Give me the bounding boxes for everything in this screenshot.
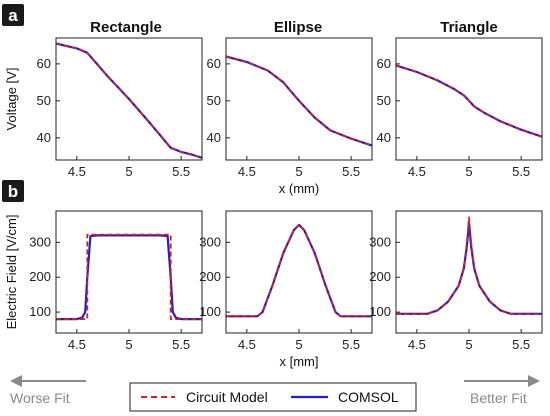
y-tick-label: 50 (207, 93, 221, 108)
y-axis-label: Electric Field [V/cm] (4, 215, 19, 330)
series-line-comsol (55, 42, 203, 159)
x-tick-label: 4.5 (68, 337, 86, 352)
better-fit-indicator: Better Fit (464, 375, 540, 406)
series-line-comsol (396, 222, 542, 315)
x-tick-label: 5 (125, 164, 132, 179)
x-tick-label: 5 (295, 337, 302, 352)
x-tick-label: 5.5 (512, 164, 530, 179)
plot-voltage-triangle: 4.5 5 5.5 40 50 60 (377, 37, 543, 179)
x-tick-label: 4.5 (238, 164, 256, 179)
column-title-triangle: Triangle (440, 19, 498, 36)
y-tick-label: 50 (377, 93, 391, 108)
plot-field-ellipse: 4.5 5 5.5 100 200 300 x [mm] (199, 210, 373, 369)
x-tick-label: 4.5 (408, 164, 426, 179)
plot-frame (395, 37, 543, 161)
series-line-circuit-model (396, 216, 542, 315)
y-tick-label: 60 (207, 56, 221, 71)
left-arrow-icon (10, 375, 22, 387)
x-tick-label: 5.5 (342, 337, 360, 352)
y-tick-label: 60 (37, 56, 51, 71)
series-line-circuit-model (55, 42, 203, 159)
y-tick-label: 60 (377, 56, 391, 71)
y-tick-label: 300 (29, 234, 51, 249)
y-tick-label: 200 (369, 269, 391, 284)
x-tick-label: 5.5 (342, 164, 360, 179)
worse-fit-label: Worse Fit (10, 390, 70, 406)
plot-frame (55, 210, 203, 334)
y-tick-label: 200 (29, 269, 51, 284)
right-arrow-icon (528, 375, 540, 387)
plot-voltage-ellipse: 4.5 5 5.5 40 50 60 x (mm) (207, 37, 373, 196)
better-fit-label: Better Fit (470, 390, 527, 406)
y-tick-label: 40 (207, 130, 221, 145)
x-tick-label: 5 (465, 337, 472, 352)
y-tick-label: 300 (369, 234, 391, 249)
column-title-ellipse: Ellipse (274, 19, 322, 36)
x-tick-label: 5 (125, 337, 132, 352)
x-axis-label: x (mm) (279, 181, 319, 196)
y-tick-label: 100 (199, 304, 221, 319)
worse-fit-indicator: Worse Fit (10, 375, 86, 406)
plot-field-rectangle: 4.5 5 5.5 100 200 300 Electric Field [V/cm] (4, 210, 203, 352)
plot-frame (225, 210, 373, 334)
series-line-circuit-model (395, 64, 543, 138)
panel-badge-a: a (2, 4, 24, 26)
series-line-comsol (226, 223, 372, 318)
x-tick-label: 5 (295, 164, 302, 179)
y-tick-label: 100 (369, 304, 391, 319)
x-tick-label: 5 (465, 164, 472, 179)
y-tick-label: 50 (37, 93, 51, 108)
plot-frame (225, 37, 373, 161)
series-line-circuit-model (225, 55, 373, 147)
x-tick-label: 5.5 (172, 164, 190, 179)
x-tick-label: 4.5 (238, 337, 256, 352)
panel-label-a: a (8, 6, 18, 25)
x-tick-label: 4.5 (68, 164, 86, 179)
y-tick-label: 200 (199, 269, 221, 284)
legend-label-circuit-model: Circuit Model (186, 389, 268, 405)
y-tick-label: 100 (29, 304, 51, 319)
legend: Circuit Model COMSOL (129, 382, 417, 412)
series-line-comsol (56, 234, 202, 321)
series-line-circuit-model (226, 223, 372, 318)
y-axis-label: Voltage [V] (4, 68, 19, 131)
legend-box (129, 382, 417, 412)
plot-field-triangle: 4.5 5 5.5 100 200 300 (369, 210, 543, 352)
y-tick-label: 300 (199, 234, 221, 249)
y-tick-label: 40 (37, 130, 51, 145)
x-tick-label: 5.5 (172, 337, 190, 352)
column-title-rectangle: Rectangle (90, 19, 162, 36)
x-tick-label: 4.5 (408, 337, 426, 352)
x-axis-label: x [mm] (280, 354, 319, 369)
series-line-circuit-model (56, 233, 202, 321)
panel-label-b: b (8, 182, 18, 201)
legend-label-comsol: COMSOL (338, 389, 399, 405)
plot-voltage-rectangle: 4.5 5 5.5 40 50 60 Voltage [V] (4, 37, 203, 179)
x-tick-label: 5.5 (512, 337, 530, 352)
panel-badge-b: b (2, 180, 24, 202)
y-tick-label: 40 (377, 130, 391, 145)
